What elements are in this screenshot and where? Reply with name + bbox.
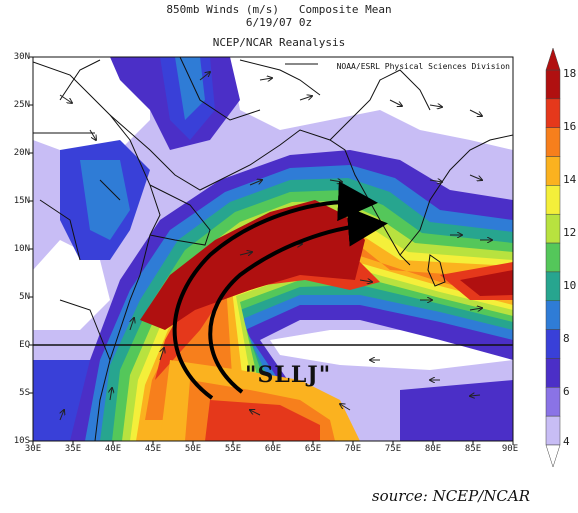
colorbar-label: 18 (563, 67, 577, 80)
jet-arrow-outer (172, 181, 378, 400)
credit-label: NOAA/ESRL Physical Sciences Division (336, 62, 510, 71)
lon-label: 70E (344, 444, 362, 454)
colorbar-label: 6 (563, 385, 570, 398)
colorbar-label: 16 (563, 120, 577, 133)
colorbar-swatch (545, 271, 561, 302)
colorbar-swatch (545, 415, 561, 446)
colorbar-swatch (545, 69, 561, 100)
lon-label: 85E (464, 444, 482, 454)
lon-label: 90E (501, 444, 519, 454)
lon-label: 40E (104, 444, 122, 454)
lon-label: 60E (264, 444, 282, 454)
colorbar-swatch (545, 300, 561, 330)
lat-label: 10S (13, 436, 30, 446)
lon-label: 35E (64, 444, 82, 454)
wind-vectors (60, 72, 492, 421)
lon-label: 45E (144, 444, 162, 454)
colorbar-swatch (545, 127, 561, 157)
colorbar-swatch (545, 213, 561, 244)
colorbar-max-arrow (545, 47, 561, 71)
colorbar-swatch (545, 358, 561, 388)
lon-label: 50E (184, 444, 202, 454)
colorbar-swatch (545, 329, 561, 359)
colorbar-label: 10 (563, 279, 577, 292)
lon-label: 30E (24, 444, 42, 454)
lat-label: 30N (13, 52, 30, 62)
lat-label: 5N (19, 292, 30, 302)
jet-arrow-inner (208, 206, 388, 394)
lat-label: 10N (13, 244, 30, 254)
axis-ticks (29, 56, 514, 445)
lat-label: 15N (13, 196, 30, 206)
lon-label: 75E (384, 444, 402, 454)
colorbar-label: 14 (563, 173, 577, 186)
lat-label: 20N (13, 148, 30, 158)
map-dataset: NCEP/NCAR Reanalysis (212, 36, 346, 49)
lat-label: 25N (13, 100, 30, 110)
colorbar-swatch (545, 98, 561, 128)
colorbar-label: 12 (563, 226, 577, 239)
source-note: source: NCEP/NCAR (371, 487, 530, 505)
colorbar-swatch (545, 387, 561, 417)
colorbar (545, 47, 561, 468)
colorbar-swatch (545, 156, 561, 186)
colorbar-swatch (545, 242, 561, 273)
colorbar-swatch (545, 185, 561, 215)
colorbar-label: 4 (563, 435, 570, 448)
lon-label: 80E (424, 444, 442, 454)
sllj-label: "SLLJ" (245, 362, 332, 388)
colorbar-label: 8 (563, 332, 570, 345)
lat-label: 5S (19, 388, 30, 398)
lon-label: 55E (224, 444, 242, 454)
map-date: 6/19/07 0z (245, 16, 313, 29)
colorbar-min-arrow (545, 444, 561, 468)
map-title: 850mb Winds (m/s) Composite Mean (166, 3, 392, 16)
lat-label: EQ (19, 340, 30, 350)
lon-label: 65E (304, 444, 322, 454)
